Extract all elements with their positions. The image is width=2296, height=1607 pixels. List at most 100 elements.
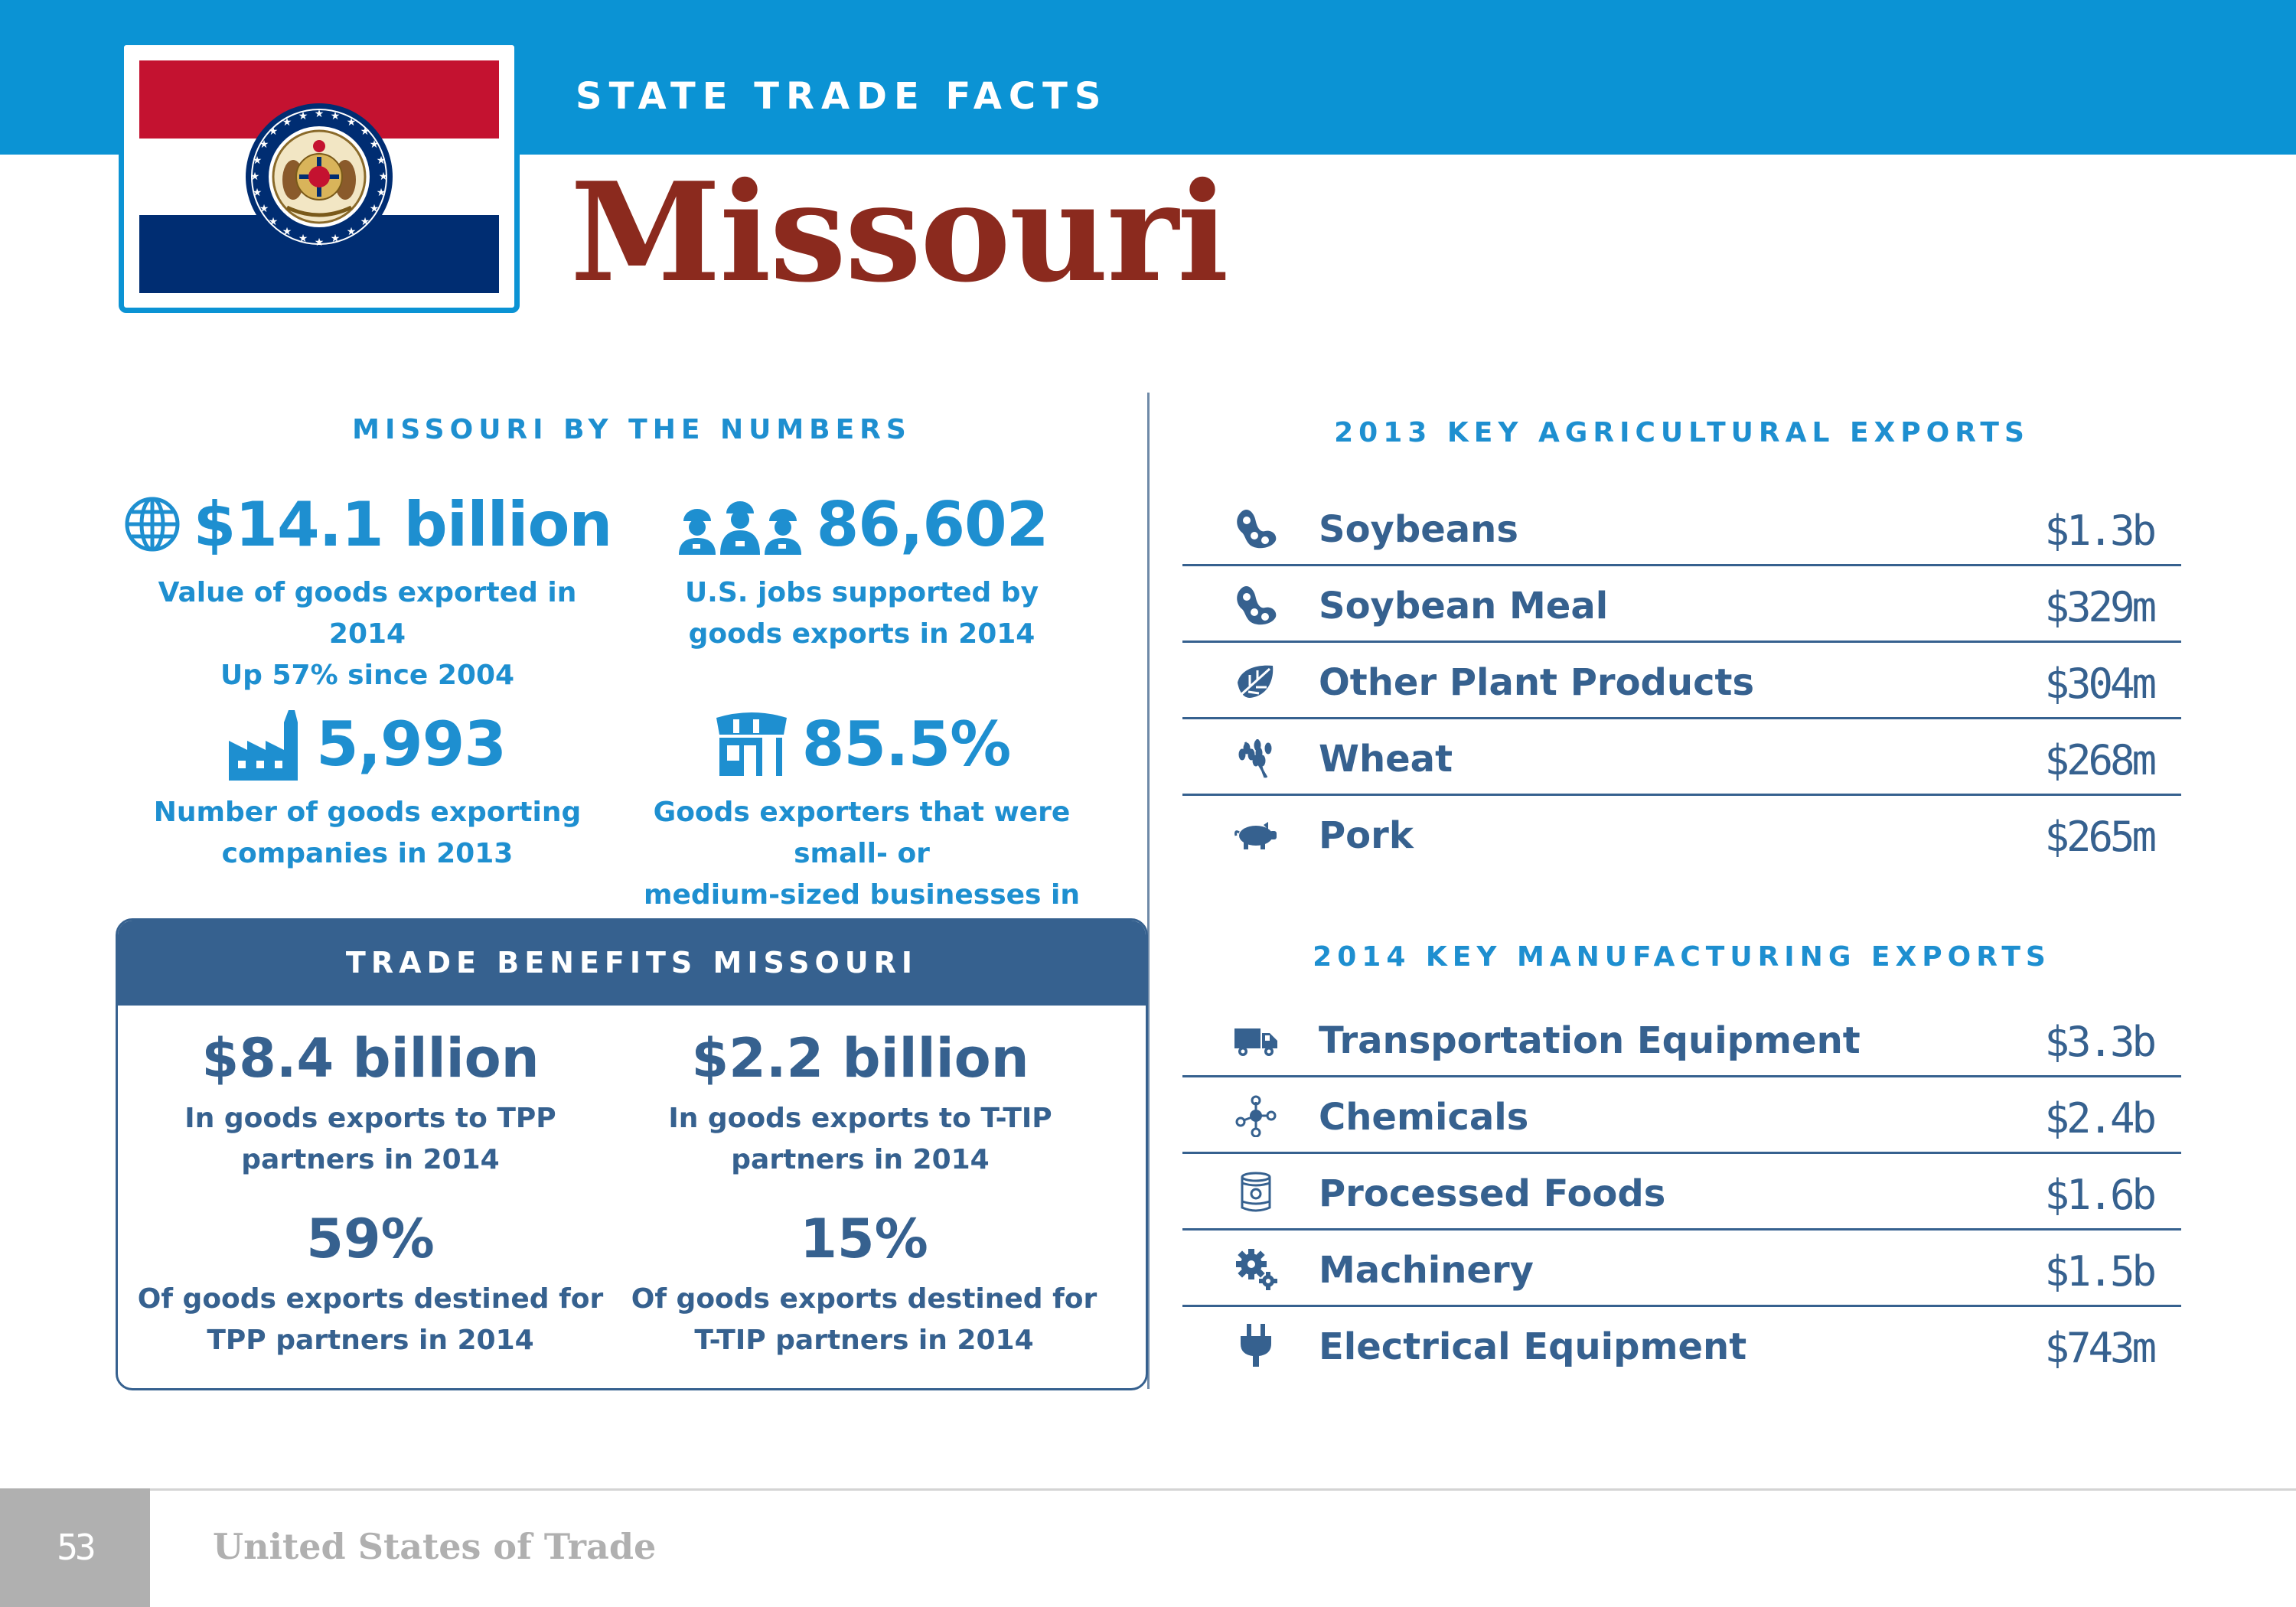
svg-text:★: ★	[377, 187, 386, 199]
svg-text:★: ★	[360, 125, 370, 138]
svg-text:★: ★	[331, 233, 341, 245]
svg-text:★: ★	[269, 125, 279, 138]
export-name: Wheat	[1319, 738, 1453, 781]
export-value: $1.5b	[2044, 1247, 2157, 1296]
numbers-heading: MISSOURI BY THE NUMBERS	[352, 414, 912, 445]
export-row: Processed Foods $1.6b	[1182, 1154, 2181, 1231]
export-row: Soybean Meal $329m	[1182, 566, 2181, 643]
benefit-desc-line: partners in 2014	[241, 1144, 500, 1175]
stat-desc-line: Value of goods exported in 2014	[158, 577, 577, 650]
stat-desc-line: Up 57% since 2004	[220, 660, 515, 691]
workers-icon	[678, 501, 801, 555]
stat-desc-line: Number of goods exporting	[153, 797, 582, 828]
export-name: Machinery	[1319, 1249, 1534, 1292]
manufacturing-heading: 2014 KEY MANUFACTURING EXPORTS	[1313, 941, 2051, 973]
export-value: $1.6b	[2044, 1171, 2157, 1219]
benefit-desc-line: partners in 2014	[731, 1144, 990, 1175]
storefront-icon	[716, 712, 787, 776]
svg-text:★: ★	[347, 226, 357, 238]
state-flag-frame: ★ ★ ★ ★ ★ ★ ★ ★ ★ ★ ★ ★ ★ ★ ★ ★ ★ ★ ★ ★ ★ ★ ★ ★	[119, 40, 520, 313]
stat-desc-line: companies in 2013	[221, 838, 514, 869]
export-value: $2.4b	[2044, 1094, 2157, 1143]
page-title: Missouri	[570, 152, 1229, 312]
export-row: Machinery $1.5b	[1182, 1231, 2181, 1307]
export-name: Pork	[1319, 814, 1414, 857]
export-name: Transportation Equipment	[1319, 1019, 1861, 1062]
benefit-value: $8.4 billion	[201, 1027, 540, 1090]
svg-text:★: ★	[259, 203, 269, 215]
manufacturing-export-list: Transportation Equipment $3.3b Chemicals…	[1182, 1001, 2181, 1384]
can-icon	[1241, 1172, 1271, 1212]
publication-title: United States of Trade	[213, 1526, 657, 1567]
svg-text:★: ★	[379, 171, 389, 183]
svg-text:★: ★	[298, 233, 308, 245]
benefit-stat: 59% Of goods exports destined for TPP pa…	[133, 1207, 608, 1361]
export-name: Soybeans	[1319, 508, 1518, 551]
stat-export-value: $14.1 billion Value of goods exported in…	[122, 482, 612, 696]
page-number: 53	[0, 1488, 150, 1607]
benefit-desc-line: In goods exports to T-TIP	[668, 1103, 1052, 1134]
export-row: Chemicals $2.4b	[1182, 1077, 2181, 1154]
svg-text:★: ★	[298, 110, 308, 122]
export-value: $3.3b	[2044, 1018, 2157, 1066]
benefit-value: $2.2 billion	[691, 1027, 1029, 1090]
stat-desc-line: U.S. jobs supported by	[684, 577, 1039, 608]
benefit-value: 59%	[306, 1208, 435, 1270]
soybean-icon	[1237, 509, 1277, 549]
plug-icon	[1241, 1324, 1271, 1367]
missouri-flag: ★ ★ ★ ★ ★ ★ ★ ★ ★ ★ ★ ★ ★ ★ ★ ★ ★ ★ ★ ★ ★ ★ ★ ★	[139, 60, 499, 293]
factory-icon	[228, 710, 298, 781]
export-name: Processed Foods	[1319, 1172, 1666, 1215]
svg-text:★: ★	[282, 116, 292, 129]
benefit-desc-line: In goods exports to TPP	[184, 1103, 556, 1134]
svg-text:★: ★	[377, 155, 386, 167]
export-row: Other Plant Products $304m	[1182, 643, 2181, 719]
export-value: $1.3b	[2044, 507, 2157, 555]
section-kicker: STATE TRADE FACTS	[576, 75, 1108, 118]
export-row: Soybeans $1.3b	[1182, 490, 2181, 566]
svg-text:★: ★	[315, 108, 325, 120]
trade-benefits-heading: TRADE BENEFITS MISSOURI	[118, 921, 1146, 1006]
trade-benefits-panel: TRADE BENEFITS MISSOURI $8.4 billion In …	[116, 918, 1148, 1390]
export-name: Soybean Meal	[1319, 585, 1609, 627]
svg-text:★: ★	[250, 171, 260, 183]
stat-value: 86,602	[816, 488, 1049, 560]
export-row: Electrical Equipment $743m	[1182, 1307, 2181, 1384]
wheat-icon	[1238, 738, 1272, 778]
svg-text:★: ★	[370, 139, 380, 151]
export-row: Transportation Equipment $3.3b	[1182, 1001, 2181, 1077]
benefit-value: 15%	[800, 1208, 928, 1270]
export-value: $265m	[2044, 813, 2157, 861]
benefit-desc-line: Of goods exports destined for	[137, 1283, 604, 1315]
export-name: Chemicals	[1319, 1096, 1529, 1139]
truck-icon	[1234, 1028, 1277, 1056]
molecule-icon	[1235, 1095, 1277, 1137]
export-value: $304m	[2044, 660, 2157, 708]
benefit-stat: $8.4 billion In goods exports to TPP par…	[133, 1026, 608, 1181]
svg-text:★: ★	[269, 216, 279, 228]
stat-desc-line: Goods exporters that were small- or	[653, 797, 1071, 869]
stat-value: $14.1 billion	[193, 488, 613, 560]
stat-desc-line: goods exports in 2014	[688, 618, 1035, 650]
benefit-stat: 15% Of goods exports destined for T-TIP …	[627, 1207, 1101, 1361]
benefit-desc-line: TPP partners in 2014	[207, 1325, 534, 1356]
agricultural-heading: 2013 KEY AGRICULTURAL EXPORTS	[1334, 417, 2030, 448]
agricultural-export-list: Soybeans $1.3b Soybean Meal $329m Other …	[1182, 490, 2181, 872]
stat-jobs: 86,602 U.S. jobs supported by goods expo…	[617, 482, 1107, 655]
export-row: Wheat $268m	[1182, 719, 2181, 796]
svg-text:★: ★	[253, 155, 263, 167]
gears-icon	[1236, 1249, 1277, 1290]
benefit-desc-line: Of goods exports destined for	[631, 1283, 1097, 1315]
stat-exporting-companies: 5,993 Number of goods exporting companie…	[122, 702, 612, 875]
export-name: Electrical Equipment	[1319, 1325, 1747, 1368]
svg-text:★: ★	[360, 216, 370, 228]
pig-icon	[1234, 822, 1277, 849]
globe-icon	[125, 497, 180, 552]
benefit-stat: $2.2 billion In goods exports to T-TIP p…	[623, 1026, 1097, 1181]
state-seal-icon: ★★★ ★★★ ★★★ ★★★ ★★★ ★★★ ★★★ ★★★	[246, 103, 393, 250]
svg-text:★: ★	[370, 203, 380, 215]
stat-value: 85.5%	[801, 708, 1012, 780]
soybean-icon	[1237, 585, 1277, 625]
svg-text:★: ★	[253, 187, 263, 199]
benefit-desc-line: T-TIP partners in 2014	[694, 1325, 1034, 1356]
